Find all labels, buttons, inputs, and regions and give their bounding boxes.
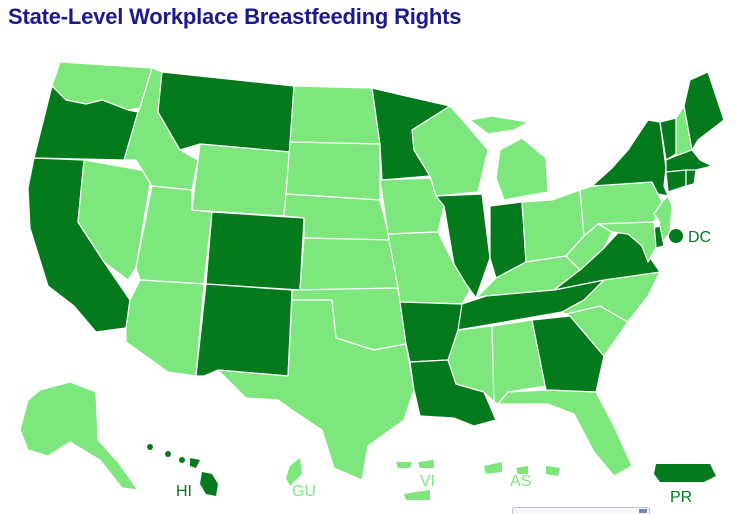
label-gu: GU <box>292 483 316 500</box>
label-dc: DC <box>688 229 711 246</box>
state-md[interactable] <box>597 221 657 263</box>
scrollbar[interactable] <box>512 507 650 514</box>
state-az[interactable] <box>125 279 205 377</box>
state-ak[interactable] <box>19 381 139 491</box>
state-mt[interactable] <box>157 71 295 153</box>
state-fl[interactable] <box>497 389 633 477</box>
state-vi[interactable] <box>396 460 434 500</box>
label-pr: PR <box>670 489 692 506</box>
state-nc[interactable] <box>561 271 661 323</box>
state-mo[interactable] <box>387 231 471 305</box>
state-ks[interactable] <box>299 237 399 291</box>
state-dc[interactable] <box>669 229 683 243</box>
state-co[interactable] <box>205 211 305 291</box>
state-il[interactable] <box>435 193 491 299</box>
state-ri[interactable] <box>685 169 697 187</box>
state-ct[interactable] <box>665 169 687 193</box>
state-sd[interactable] <box>285 141 381 201</box>
state-pr[interactable] <box>654 464 716 482</box>
label-hi: HI <box>176 483 192 500</box>
state-wy[interactable] <box>191 143 291 217</box>
state-gu[interactable] <box>286 458 302 486</box>
state-wi[interactable] <box>411 105 489 197</box>
state-nd[interactable] <box>289 85 381 145</box>
state-ia[interactable] <box>379 177 445 235</box>
state-me[interactable] <box>683 71 725 151</box>
state-as[interactable] <box>484 462 560 476</box>
state-hi[interactable] <box>147 444 218 496</box>
state-mi[interactable] <box>469 115 549 201</box>
state-nm[interactable] <box>195 283 293 377</box>
label-vi: VI <box>420 473 435 490</box>
label-as: AS <box>510 473 531 490</box>
state-ut[interactable] <box>135 185 213 285</box>
page-title: State-Level Workplace Breastfeeding Righ… <box>8 4 462 29</box>
state-tx[interactable] <box>217 299 415 481</box>
